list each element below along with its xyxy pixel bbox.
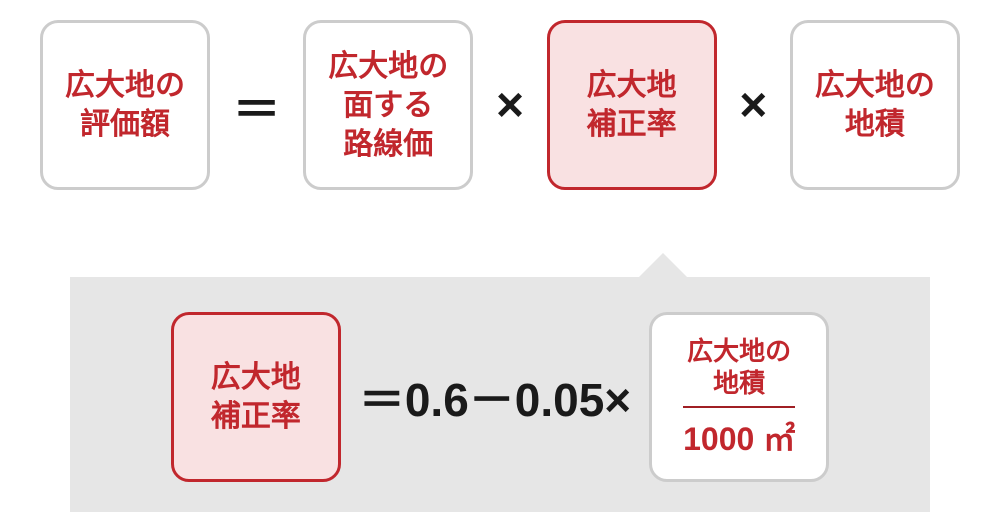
operator-equals: ＝ [233,70,281,140]
box-evaluation-amount: 広大地の 評価額 [40,20,210,190]
box-label: 広大地の 評価額 [65,66,185,144]
expression-text: ＝0.6－0.05× [359,364,631,430]
fraction-line [683,406,795,408]
callout-pointer-icon [635,253,691,281]
box-correction-rate-highlighted: 広大地 補正率 [547,20,717,190]
formula-row-1: 広大地の 評価額 ＝ 広大地の 面する 路線価 × 広大地 補正率 × 広大地の… [30,20,970,190]
box-label: 広大地の 地積 [815,66,935,144]
box-label: 広大地 補正率 [211,358,301,436]
operator-multiply: × [496,78,524,133]
box-label: 広大地の 面する 路線価 [328,47,448,164]
operator-multiply: × [739,78,767,133]
box-road-price: 広大地の 面する 路線価 [303,20,473,190]
fraction-denominator: 1000 ㎡ [683,414,795,460]
box-land-area: 広大地の 地積 [790,20,960,190]
box-correction-rate-def: 広大地 補正率 [171,312,341,482]
fraction-numerator: 広大地の 地積 [687,335,791,400]
formula-row-2-wrap: 広大地 補正率 ＝0.6－0.05× 広大地の 地積 1000 ㎡ [30,277,970,512]
callout-panel: 広大地 補正率 ＝0.6－0.05× 広大地の 地積 1000 ㎡ [70,277,930,512]
fraction-box: 広大地の 地積 1000 ㎡ [649,312,829,482]
box-label: 広大地 補正率 [587,66,677,144]
